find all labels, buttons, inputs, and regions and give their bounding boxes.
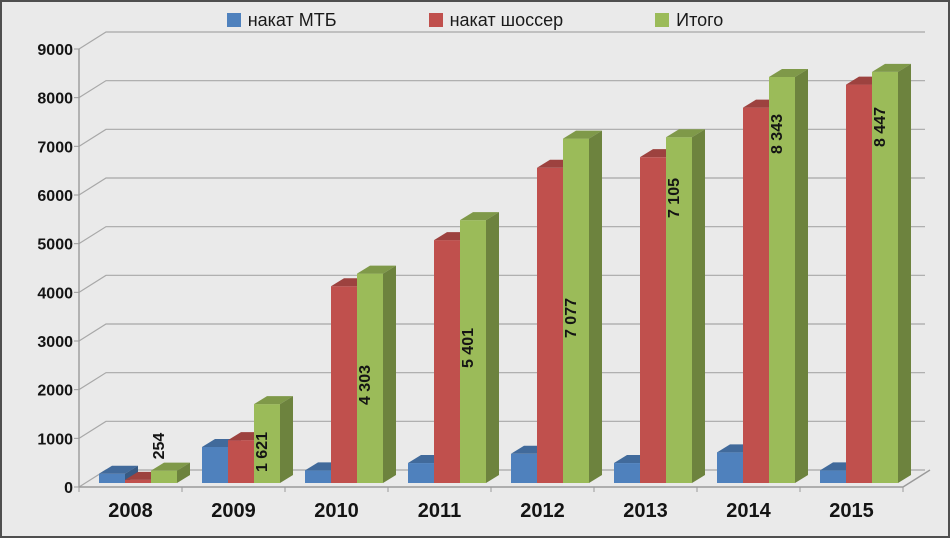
legend-swatch-icon	[226, 13, 241, 27]
labels: 0 1000 2000 3000 4000 5000 6000 7000 8000 9000 200…	[37, 42, 889, 522]
data-label-2009: 1 621	[254, 432, 271, 472]
gridlines	[78, 31, 925, 488]
x-tick-label: 2014	[726, 500, 771, 522]
legend-item-3: Итого	[655, 10, 723, 31]
y-tick-label: 0	[64, 480, 73, 497]
x-tick-label: 2008	[108, 500, 153, 522]
chart-legend: накат МТБ накат шоссер Итого	[2, 7, 948, 33]
legend-label: накат шоссер	[449, 9, 564, 30]
data-label-2012: 7 077	[563, 298, 580, 338]
data-label-2008: 254	[151, 433, 168, 460]
y-tick-label: 5000	[37, 237, 73, 254]
x-tick-label: 2009	[211, 500, 256, 522]
y-tick-label: 8000	[37, 91, 73, 108]
bar-itogo-2010	[357, 265, 396, 483]
x-tick-label: 2015	[829, 500, 874, 522]
gridline	[78, 31, 925, 50]
bar-itogo-2008	[151, 462, 190, 483]
data-label-2014: 8 343	[769, 114, 786, 154]
data-label-2015: 8 447	[872, 107, 889, 147]
data-label-2011: 5 401	[460, 328, 477, 368]
legend-label: Итого	[676, 9, 724, 30]
y-tick-label: 6000	[37, 188, 73, 205]
legend-item-2: накат шоссер	[428, 9, 564, 31]
x-tick-label: 2013	[623, 500, 668, 522]
bar-itogo-2015	[872, 63, 911, 484]
y-tick-label: 1000	[37, 431, 73, 448]
bar-itogo-2012	[563, 130, 602, 483]
axes	[74, 48, 931, 492]
gridline	[78, 128, 925, 147]
y-tick-label: 9000	[37, 42, 73, 59]
legend-swatch-icon	[655, 13, 670, 27]
bar-itogo-2009	[254, 396, 293, 483]
bars	[99, 63, 911, 484]
x-tick-label: 2011	[418, 500, 461, 522]
bar-itogo-2013	[666, 129, 705, 483]
x-tick-label: 2010	[314, 500, 359, 522]
data-label-2010: 4 303	[357, 365, 374, 405]
data-label-2013: 7 105	[666, 178, 683, 218]
bar-itogo-2014	[769, 68, 808, 483]
gridline	[78, 80, 925, 99]
y-tick-label: 4000	[37, 285, 73, 302]
bar-itogo-2011	[460, 212, 499, 483]
legend-label: накат МТБ	[247, 9, 337, 30]
y-tick-label: 7000	[37, 139, 73, 156]
x-tick-label: 2012	[520, 500, 565, 522]
legend-item-1: накат МТБ	[226, 9, 337, 31]
y-tick-label: 3000	[37, 334, 73, 351]
legend-swatch-icon	[428, 13, 443, 27]
y-tick-label: 2000	[37, 383, 73, 400]
